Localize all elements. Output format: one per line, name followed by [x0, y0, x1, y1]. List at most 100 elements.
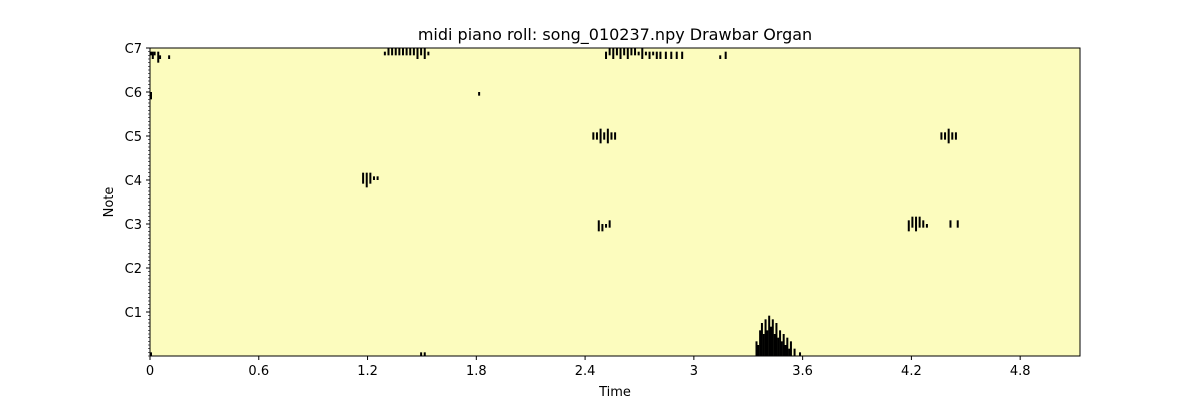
note-mark-47	[630, 48, 633, 56]
note-mark-82	[793, 348, 796, 356]
plot-background	[149, 47, 1081, 357]
note-mark-42	[612, 48, 615, 59]
x-tick-label-5: 3	[690, 364, 698, 379]
note-mark-50	[641, 48, 644, 59]
note-mark-36	[597, 220, 600, 232]
note-mark-4	[159, 55, 162, 59]
x-tick-label-3: 1.8	[466, 364, 487, 379]
y-tick-label-6: C7	[125, 42, 142, 57]
note-mark-39	[608, 220, 611, 228]
note-mark-41	[608, 48, 611, 56]
y-tick-label-1: C2	[125, 262, 142, 277]
note-mark-49	[637, 51, 640, 56]
note-mark-86	[915, 216, 918, 232]
note-mark-20	[427, 51, 430, 56]
note-mark-33	[606, 128, 609, 144]
note-mark-60	[719, 55, 722, 59]
note-mark-23	[478, 92, 481, 96]
x-tick-label-4: 2.4	[575, 364, 596, 379]
note-mark-15	[409, 48, 412, 56]
note-mark-88	[922, 220, 925, 228]
note-mark-95	[951, 132, 954, 140]
note-mark-21	[420, 352, 423, 356]
notes-layer	[150, 48, 959, 356]
note-mark-77	[782, 334, 785, 356]
note-mark-13	[401, 48, 404, 56]
note-mark-76	[780, 341, 783, 356]
y-axis-label: Note	[102, 187, 117, 218]
note-mark-96	[954, 132, 957, 140]
note-mark-57	[670, 51, 673, 59]
note-mark-46	[626, 48, 629, 59]
note-mark-53	[652, 51, 655, 56]
note-mark-30	[595, 132, 598, 140]
note-mark-80	[788, 348, 791, 356]
note-mark-16	[412, 48, 415, 56]
note-mark-74	[777, 337, 780, 356]
note-mark-28	[376, 176, 379, 180]
note-mark-52	[648, 51, 651, 59]
y-minor-ticks	[148, 47, 150, 357]
note-mark-43	[615, 48, 618, 56]
note-mark-71	[771, 319, 774, 356]
note-mark-91	[956, 220, 959, 228]
note-mark-93	[944, 132, 947, 140]
note-mark-7	[150, 352, 152, 356]
y-tick-label-0: C1	[125, 306, 142, 321]
note-mark-70	[770, 326, 772, 356]
note-mark-10	[391, 48, 394, 56]
note-mark-62	[755, 341, 758, 356]
note-mark-0	[150, 51, 152, 56]
x-tick-label-7: 4.2	[901, 364, 922, 379]
note-mark-29	[592, 132, 595, 140]
note-mark-92	[940, 132, 943, 140]
note-mark-6	[150, 92, 152, 100]
note-mark-1	[151, 51, 154, 59]
note-mark-5	[168, 55, 171, 59]
note-mark-12	[398, 48, 401, 56]
note-mark-54	[655, 51, 658, 59]
note-mark-11	[394, 48, 397, 56]
note-mark-27	[372, 176, 375, 180]
note-mark-79	[786, 337, 789, 356]
x-tick-label-2: 1.2	[357, 364, 378, 379]
note-mark-8	[383, 51, 386, 56]
y-axis-ticks: C1 C2 C3 C4 C5 C6 C7	[125, 42, 150, 321]
note-mark-61	[724, 51, 727, 59]
note-mark-58	[675, 51, 678, 59]
note-mark-81	[789, 341, 792, 356]
note-mark-89	[925, 224, 928, 228]
note-mark-72	[773, 334, 776, 356]
x-tick-label-8: 4.8	[1010, 364, 1031, 379]
note-mark-37	[601, 224, 604, 232]
note-mark-59	[681, 51, 684, 59]
y-tick-label-4: C5	[125, 130, 142, 145]
note-mark-94	[947, 128, 950, 144]
note-mark-66	[762, 334, 765, 356]
note-mark-55	[659, 51, 662, 59]
note-mark-73	[775, 323, 778, 356]
note-mark-40	[605, 51, 608, 59]
chart-title: midi piano roll: song_010237.npy Drawbar…	[418, 25, 812, 45]
note-mark-69	[768, 315, 771, 356]
note-mark-68	[766, 330, 769, 356]
note-mark-83	[799, 352, 802, 356]
note-mark-24	[362, 172, 365, 184]
x-tick-label-6: 3.6	[792, 364, 813, 379]
note-mark-18	[420, 48, 423, 56]
note-mark-87	[918, 216, 921, 228]
note-mark-34	[610, 132, 613, 140]
note-mark-65	[760, 323, 763, 356]
note-mark-9	[387, 48, 390, 56]
note-mark-75	[779, 330, 782, 356]
note-mark-14	[405, 48, 408, 56]
note-mark-38	[605, 224, 608, 228]
note-mark-17	[416, 48, 419, 59]
note-mark-64	[759, 330, 762, 356]
note-mark-25	[365, 172, 368, 188]
note-mark-90	[949, 220, 952, 228]
note-mark-2	[153, 51, 156, 56]
note-mark-67	[764, 319, 767, 356]
note-mark-84	[907, 220, 910, 232]
